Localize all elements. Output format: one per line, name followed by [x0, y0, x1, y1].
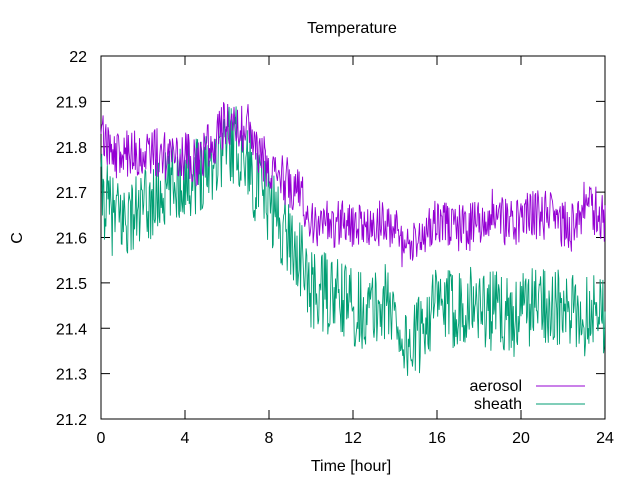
y-tick-label: 21.4 [56, 321, 87, 338]
x-tick-label: 24 [596, 430, 614, 447]
x-axis-label: Time [hour] [311, 458, 391, 475]
series-line-aerosol [100, 102, 606, 268]
x-tick-label: 12 [344, 430, 362, 447]
y-tick-label: 21.6 [56, 231, 87, 248]
series-layer [100, 102, 606, 376]
legend-label-sheath: sheath [474, 396, 522, 413]
y-tick-label: 21.9 [56, 94, 87, 111]
x-tick-label: 0 [97, 430, 106, 447]
legend-label-aerosol: aerosol [470, 378, 522, 395]
x-axis-ticks: 0 4 8 12 16 20 24 [97, 56, 614, 447]
y-tick-label: 21.5 [56, 276, 87, 293]
y-tick-label: 22 [69, 49, 87, 66]
chart-title: Temperature [307, 20, 397, 37]
x-tick-label: 20 [512, 430, 530, 447]
y-tick-label: 21.8 [56, 140, 87, 157]
y-tick-label: 21.7 [56, 185, 87, 202]
series-line-sheath [100, 106, 606, 376]
y-axis-label: C [9, 232, 26, 244]
x-tick-label: 4 [181, 430, 190, 447]
x-tick-label: 16 [428, 430, 446, 447]
plot-area [100, 55, 606, 420]
x-tick-label: 8 [265, 430, 274, 447]
y-tick-label: 21.3 [56, 367, 87, 384]
y-tick-label: 21.2 [56, 412, 87, 429]
